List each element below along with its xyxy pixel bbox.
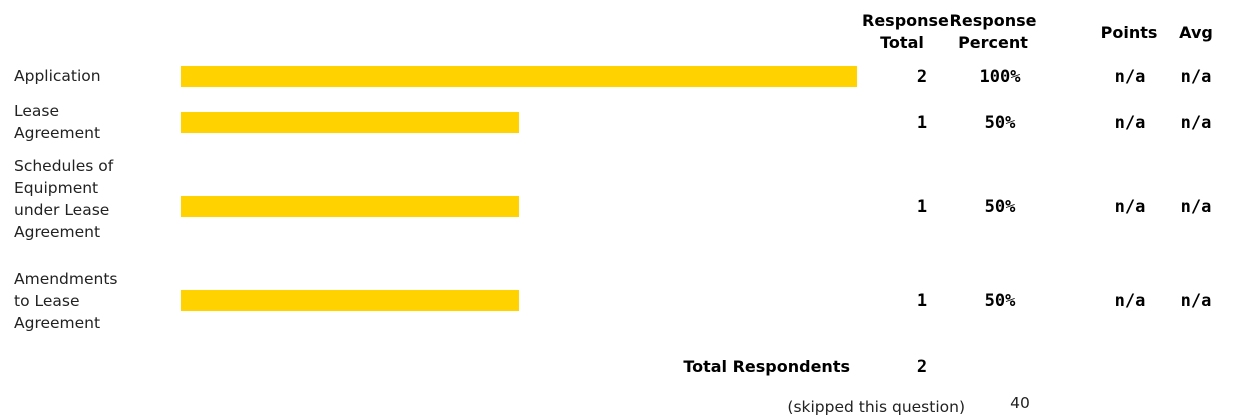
total-respondents-value: 2 [902,356,942,378]
avg-cell: n/a [1170,196,1222,218]
response-total-cell: 1 [902,196,942,218]
header-response-percent: Response Percent [947,10,1039,54]
points-cell: n/a [1105,290,1155,312]
response-percent-cell: 100% [960,66,1040,88]
cropped-question-text [0,0,140,6]
avg-cell: n/a [1170,290,1222,312]
response-bar [181,66,857,87]
points-cell: n/a [1105,112,1155,134]
avg-cell: n/a [1170,66,1222,88]
skipped-value: 40 [1000,392,1040,414]
avg-cell: n/a [1170,112,1222,134]
skipped-label: (skipped this question) [700,396,965,418]
response-bar [181,112,519,133]
response-total-cell: 1 [902,290,942,312]
response-bar [181,290,519,311]
response-percent-cell: 50% [960,196,1040,218]
response-bar [181,196,519,217]
points-cell: n/a [1105,196,1155,218]
total-respondents-label: Total Respondents [600,356,850,378]
row-label: Lease Agreement [14,100,174,144]
response-total-cell: 2 [902,66,942,88]
points-cell: n/a [1105,66,1155,88]
response-percent-cell: 50% [960,112,1040,134]
row-label: Application [14,65,174,87]
header-points: Points [1097,22,1161,44]
response-total-cell: 1 [902,112,942,134]
header-response-total: Response Total [862,10,942,54]
row-label: Amendments to Lease Agreement [14,268,174,334]
response-percent-cell: 50% [960,290,1040,312]
row-label: Schedules of Equipment under Lease Agreemen… [14,155,174,243]
header-avg: Avg [1170,22,1222,44]
